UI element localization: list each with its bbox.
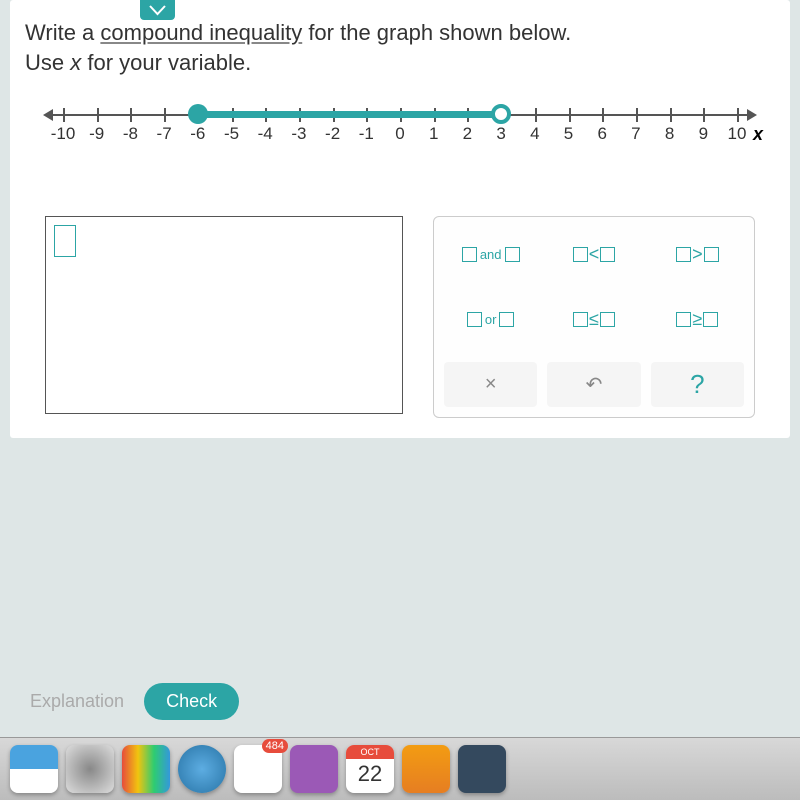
tick xyxy=(569,108,571,122)
calendar-day: 22 xyxy=(346,759,394,793)
tick-label: 10 xyxy=(728,124,747,144)
tick-label: 7 xyxy=(631,124,640,144)
tick-label: -3 xyxy=(291,124,306,144)
key-and[interactable]: and xyxy=(444,232,537,277)
explanation-button[interactable]: Explanation xyxy=(30,691,124,712)
dock-app-2[interactable] xyxy=(290,745,338,793)
text: Write a xyxy=(25,20,100,45)
text: Use xyxy=(25,50,70,75)
tick-label: 6 xyxy=(597,124,606,144)
key-clear[interactable]: × xyxy=(444,362,537,407)
tick-label: -1 xyxy=(359,124,374,144)
tick-label: 0 xyxy=(395,124,404,144)
tick xyxy=(97,108,99,122)
tick-label: 1 xyxy=(429,124,438,144)
tick-label: -4 xyxy=(258,124,273,144)
dock-finder[interactable] xyxy=(10,745,58,793)
dock-launchpad[interactable] xyxy=(66,745,114,793)
tick-label: -7 xyxy=(157,124,172,144)
tick-label: 8 xyxy=(665,124,674,144)
interval-end-point xyxy=(491,104,511,124)
compound-inequality-link[interactable]: compound inequality xyxy=(100,20,302,45)
answer-input[interactable] xyxy=(45,216,403,414)
tick xyxy=(535,108,537,122)
tick-label: -10 xyxy=(51,124,76,144)
tick xyxy=(703,108,705,122)
dock-app-3[interactable] xyxy=(402,745,450,793)
tick-label: 2 xyxy=(463,124,472,144)
tick xyxy=(602,108,604,122)
check-button[interactable]: Check xyxy=(144,683,239,720)
mail-badge: 484 xyxy=(262,739,288,753)
variable-x: x xyxy=(70,50,81,75)
dock-app-4[interactable] xyxy=(458,745,506,793)
arrow-left-icon xyxy=(43,109,53,121)
question-line-2: Use x for your variable. xyxy=(25,50,775,76)
dock-calendar[interactable]: OCT 22 xyxy=(346,745,394,793)
calendar-month: OCT xyxy=(346,745,394,759)
tick-label: -2 xyxy=(325,124,340,144)
tick-label: -9 xyxy=(89,124,104,144)
dock-mail[interactable]: 484 xyxy=(234,745,282,793)
interval-start-point xyxy=(188,104,208,124)
x-axis-label: x xyxy=(753,124,763,145)
dock-app-1[interactable] xyxy=(122,745,170,793)
dropdown-indicator[interactable] xyxy=(140,0,175,20)
keypad: and < > or ≤ ≥ × ↶ ? xyxy=(433,216,755,418)
tick-label: 9 xyxy=(699,124,708,144)
tick-label: -8 xyxy=(123,124,138,144)
dock-safari[interactable] xyxy=(178,745,226,793)
input-cursor xyxy=(54,225,76,257)
question-panel: Write a compound inequality for the grap… xyxy=(10,0,790,438)
key-greater-equal[interactable]: ≥ xyxy=(651,297,744,342)
key-greater-than[interactable]: > xyxy=(651,232,744,277)
interval-bar xyxy=(198,111,501,118)
text: for the graph shown below. xyxy=(302,20,571,45)
key-less-than[interactable]: < xyxy=(547,232,640,277)
arrow-right-icon xyxy=(747,109,757,121)
tick-label: 5 xyxy=(564,124,573,144)
key-or[interactable]: or xyxy=(444,297,537,342)
tick xyxy=(670,108,672,122)
text: for your variable. xyxy=(81,50,251,75)
key-help[interactable]: ? xyxy=(651,362,744,407)
tick xyxy=(63,108,65,122)
tick-label: -6 xyxy=(190,124,205,144)
number-line: x -10-9-8-7-6-5-4-3-2-1012345678910 xyxy=(45,106,755,156)
tick-label: 3 xyxy=(496,124,505,144)
tick xyxy=(636,108,638,122)
key-undo[interactable]: ↶ xyxy=(547,362,640,407)
tick-label: 4 xyxy=(530,124,539,144)
footer: Explanation Check xyxy=(30,683,239,720)
question-line-1: Write a compound inequality for the grap… xyxy=(25,20,775,46)
dock: 484 OCT 22 xyxy=(0,737,800,800)
tick xyxy=(130,108,132,122)
tick-label: -5 xyxy=(224,124,239,144)
tick xyxy=(164,108,166,122)
tick xyxy=(737,108,739,122)
key-less-equal[interactable]: ≤ xyxy=(547,297,640,342)
